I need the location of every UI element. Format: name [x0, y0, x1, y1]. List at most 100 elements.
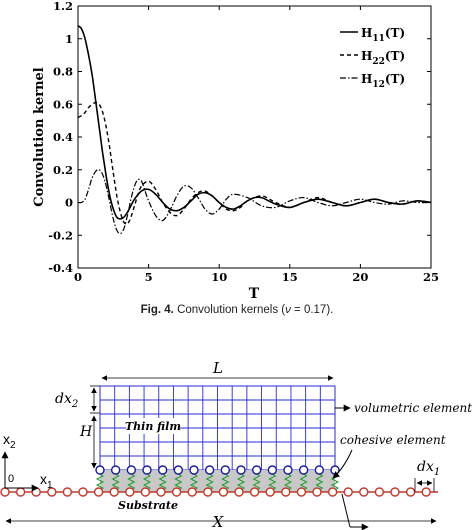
substrate-node: [156, 487, 166, 497]
cohesive-spring: [158, 473, 167, 491]
cohesive-springs: [95, 473, 340, 491]
cohesive-spring: [283, 473, 293, 491]
l-label: L: [212, 359, 223, 377]
film-node: [126, 465, 137, 475]
origin-label: 0: [8, 473, 14, 485]
film-nodes: [95, 465, 340, 475]
series-line-22: [77, 101, 432, 225]
substrate-label: Substrate: [118, 499, 178, 512]
film-node: [220, 465, 231, 475]
cohesive-spring: [315, 473, 324, 491]
substrate-node: [78, 487, 88, 497]
substrate-node: [390, 487, 400, 497]
substrate-node: [125, 487, 135, 497]
y-tick-label: 0.4: [53, 130, 73, 144]
series-line-12: [77, 169, 432, 235]
x2-axis-label: x2: [3, 431, 16, 451]
plot-frame: [77, 5, 432, 269]
mesh-grid-lines: [100, 386, 335, 470]
y-tick-label: 0.8: [53, 65, 73, 79]
film-node: [189, 465, 199, 475]
film-node: [110, 465, 121, 475]
film-node: [173, 465, 184, 475]
cohesive-spring: [142, 473, 152, 491]
chart-legend: H11(T) H22(T) H12(T): [340, 26, 405, 90]
x-tick-label: 5: [145, 270, 153, 284]
y-axis-label: Convolution kernel: [32, 67, 47, 207]
cohesive-spring: [127, 473, 136, 491]
substrate-node: [405, 487, 416, 497]
film-node: [283, 465, 293, 475]
cohesive-spring: [174, 473, 183, 491]
substrate-node: [171, 487, 182, 497]
y-tick-label: 1.2: [53, 0, 73, 13]
legend-entry-h11: H11(T): [361, 26, 405, 44]
y-tick-label: -0.4: [48, 261, 73, 275]
lower-pointer: [341, 493, 351, 528]
x-axis-label: T: [249, 286, 260, 302]
film-node: [251, 465, 262, 475]
thin-film-label: Thin film: [125, 420, 181, 433]
cohesive-spring: [95, 473, 105, 491]
chart-ticks: 0 5 10 15 20 25 1.2 1 0.8 0.6 0.4 0.2 0 -0.2 -0.4: [48, 0, 439, 284]
cohesive-layer: [100, 470, 335, 492]
series-line-11: [77, 25, 432, 220]
caption-label: Fig. 4.: [140, 304, 174, 316]
x1-axis-label: x1: [40, 471, 53, 491]
substrate-node: [281, 487, 291, 497]
h-label: H: [79, 424, 93, 440]
legend-entry-h22: H22(T): [361, 49, 405, 67]
y-tick-label: 0: [65, 196, 73, 210]
substrate-node: [249, 487, 260, 497]
cohesive-spring: [205, 473, 214, 491]
thin-film-diagram: dx2 L H Thin film x2 x1 0 dx1 Substrate …: [0, 359, 472, 530]
dx2-label: dx2: [55, 391, 78, 410]
legend-entry-h12: H12(T): [361, 72, 405, 90]
cohesive-spring: [268, 473, 277, 491]
substrate-node: [359, 487, 369, 497]
substrate-node: [140, 487, 151, 497]
substrate-node: [15, 487, 26, 497]
substrate-node: [421, 487, 431, 497]
chart-lines: [77, 25, 432, 235]
film-node: [95, 465, 105, 475]
substrate-node: [234, 487, 244, 497]
substrate-node: [47, 487, 57, 497]
substrate-node: [31, 487, 41, 497]
film-node: [157, 465, 168, 475]
volumetric-element-label: volumetric element: [354, 401, 472, 415]
substrate-node: [312, 487, 322, 497]
substrate-node: [62, 487, 73, 497]
x-tick-label: 20: [352, 270, 368, 284]
figure-caption: Fig. 4. Convolution kernels (ν = 0.17).: [0, 304, 474, 316]
x-tick-label: 15: [282, 270, 298, 284]
x-tick-label: 0: [74, 270, 82, 284]
y-tick-label: 1: [65, 32, 73, 46]
cohesive-spring: [252, 473, 261, 491]
substrate-node: [203, 487, 213, 497]
film-node: [204, 465, 215, 475]
substrate-node: [296, 487, 307, 497]
convolution-chart: 0 5 10 15 20 25 1.2 1 0.8 0.6 0.4 0.2 0 -0.2 -0.4 Conv…: [32, 0, 439, 302]
substrate-node: [109, 487, 119, 497]
y-tick-label: 0.2: [53, 163, 73, 177]
dx1-label: dx1: [417, 459, 440, 478]
substrate-node: [0, 487, 10, 497]
cohesive-spring: [111, 473, 120, 491]
substrate-node: [374, 487, 385, 497]
x-tick-label: 10: [211, 270, 227, 284]
y-tick-label: -0.2: [48, 228, 73, 242]
substrate-node: [218, 487, 229, 497]
y-tick-label: 0.6: [53, 97, 73, 111]
cohesive-spring: [236, 473, 246, 491]
substrate-node: [93, 487, 104, 497]
film-node: [142, 465, 152, 475]
film-node: [236, 465, 246, 475]
substrate-node: [187, 487, 197, 497]
substrate-node: [327, 487, 338, 497]
cohesive-element-label: cohesive element: [340, 433, 446, 447]
caption-text: Convolution kernels (: [177, 304, 286, 316]
film-node: [298, 465, 309, 475]
substrate-node: [343, 487, 353, 497]
